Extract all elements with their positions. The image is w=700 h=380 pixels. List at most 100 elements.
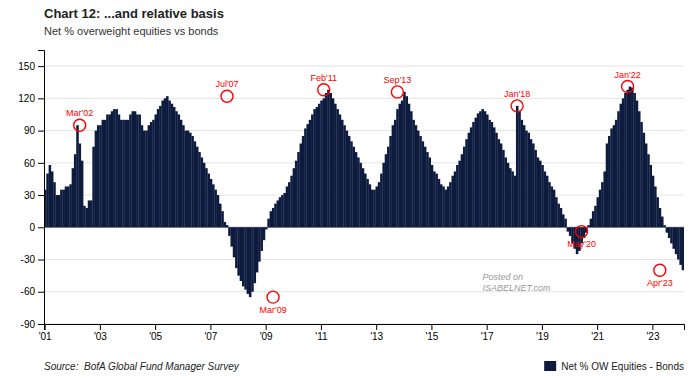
bar: [102, 120, 105, 227]
annotation-label: Feb'11: [310, 73, 337, 83]
y-tick-label: -30: [21, 254, 36, 265]
bar: [88, 200, 91, 227]
bar: [426, 152, 429, 227]
bar: [359, 163, 362, 227]
x-tick-mark: [652, 324, 653, 330]
y-tick: 150: [18, 61, 44, 72]
bar: [518, 111, 521, 227]
bar: [83, 206, 86, 227]
annotation-circle: [622, 81, 634, 93]
subtitle: Net % overweight equities vs bonds: [44, 25, 219, 37]
annotation-label: Jul'07: [215, 79, 238, 89]
bar: [306, 124, 309, 227]
x-tick-mark: [100, 324, 101, 330]
bar: [557, 204, 560, 228]
bar: [65, 186, 68, 227]
x-tick: '03: [94, 324, 107, 342]
grid-line: [44, 291, 684, 292]
bar: [599, 190, 602, 228]
y-tick-mark: [38, 324, 44, 325]
annotation-circle: [221, 90, 233, 102]
bar: [161, 101, 164, 228]
bar: [389, 136, 392, 227]
bar: [461, 154, 464, 227]
bar: [175, 111, 178, 227]
bar: [486, 114, 489, 227]
y-tick-label: 60: [24, 158, 36, 169]
bar: [479, 111, 482, 227]
bar: [217, 195, 220, 227]
bar: [205, 168, 208, 227]
bar: [343, 125, 346, 227]
bar: [438, 179, 441, 227]
bar: [178, 114, 181, 227]
bar: [608, 136, 611, 227]
bar: [240, 227, 243, 281]
y-tick: 60: [24, 158, 44, 169]
bar: [380, 174, 383, 228]
bar: [260, 227, 263, 251]
bar: [141, 125, 144, 227]
bar: [249, 227, 252, 297]
bar: [527, 133, 530, 228]
bar: [564, 219, 567, 228]
annotation-circle: [391, 86, 403, 98]
bars: [44, 87, 684, 298]
bar: [445, 190, 448, 228]
bar: [682, 227, 684, 270]
bar: [300, 143, 303, 227]
bar: [293, 168, 296, 227]
bar: [541, 165, 544, 227]
y-axis-line: [38, 51, 45, 325]
x-tick-label: '15: [425, 331, 438, 342]
bar: [465, 139, 468, 227]
x-tick: '23: [646, 324, 659, 342]
bar: [553, 190, 556, 228]
bar: [233, 227, 236, 257]
annotation-circle: [318, 84, 330, 96]
bar: [362, 168, 365, 227]
x-tick: '09: [260, 324, 273, 342]
bar: [484, 111, 487, 227]
bar: [672, 227, 675, 248]
bar: [661, 217, 664, 228]
bar: [72, 168, 75, 227]
bar: [447, 186, 450, 227]
bar: [498, 139, 501, 227]
bar: [679, 227, 682, 265]
bar: [376, 186, 379, 227]
bar: [173, 107, 176, 227]
y-tick-label: 30: [24, 190, 36, 201]
bar: [277, 200, 280, 227]
bar: [210, 179, 213, 227]
annotation-circle: [511, 100, 523, 112]
bar: [666, 227, 669, 232]
watermark: Posted onISABELNET.com: [482, 272, 551, 293]
bar: [587, 225, 590, 227]
bar: [320, 101, 323, 228]
bar: [270, 211, 273, 227]
bar: [258, 227, 261, 261]
bar: [649, 165, 652, 227]
x-tick-label: '13: [370, 331, 383, 342]
bar: [451, 176, 454, 228]
x-tick-mark: [321, 324, 322, 330]
bar: [118, 114, 121, 227]
bar: [332, 98, 335, 227]
title: Chart 12: ...and relative basis: [44, 6, 224, 21]
y-tick-mark: [38, 131, 44, 132]
bar: [120, 120, 123, 227]
annotation-circle: [654, 264, 666, 276]
bar: [422, 141, 425, 227]
bar: [129, 114, 132, 227]
bar: [530, 139, 533, 227]
bar: [654, 186, 657, 227]
bar: [341, 120, 344, 227]
bar: [394, 120, 397, 227]
y-tick-mark: [38, 260, 44, 261]
bar: [49, 165, 52, 227]
bar: [316, 107, 319, 227]
x-tick: '05: [149, 324, 162, 342]
annotation-label: Sep'13: [384, 75, 412, 85]
bar: [58, 195, 61, 227]
